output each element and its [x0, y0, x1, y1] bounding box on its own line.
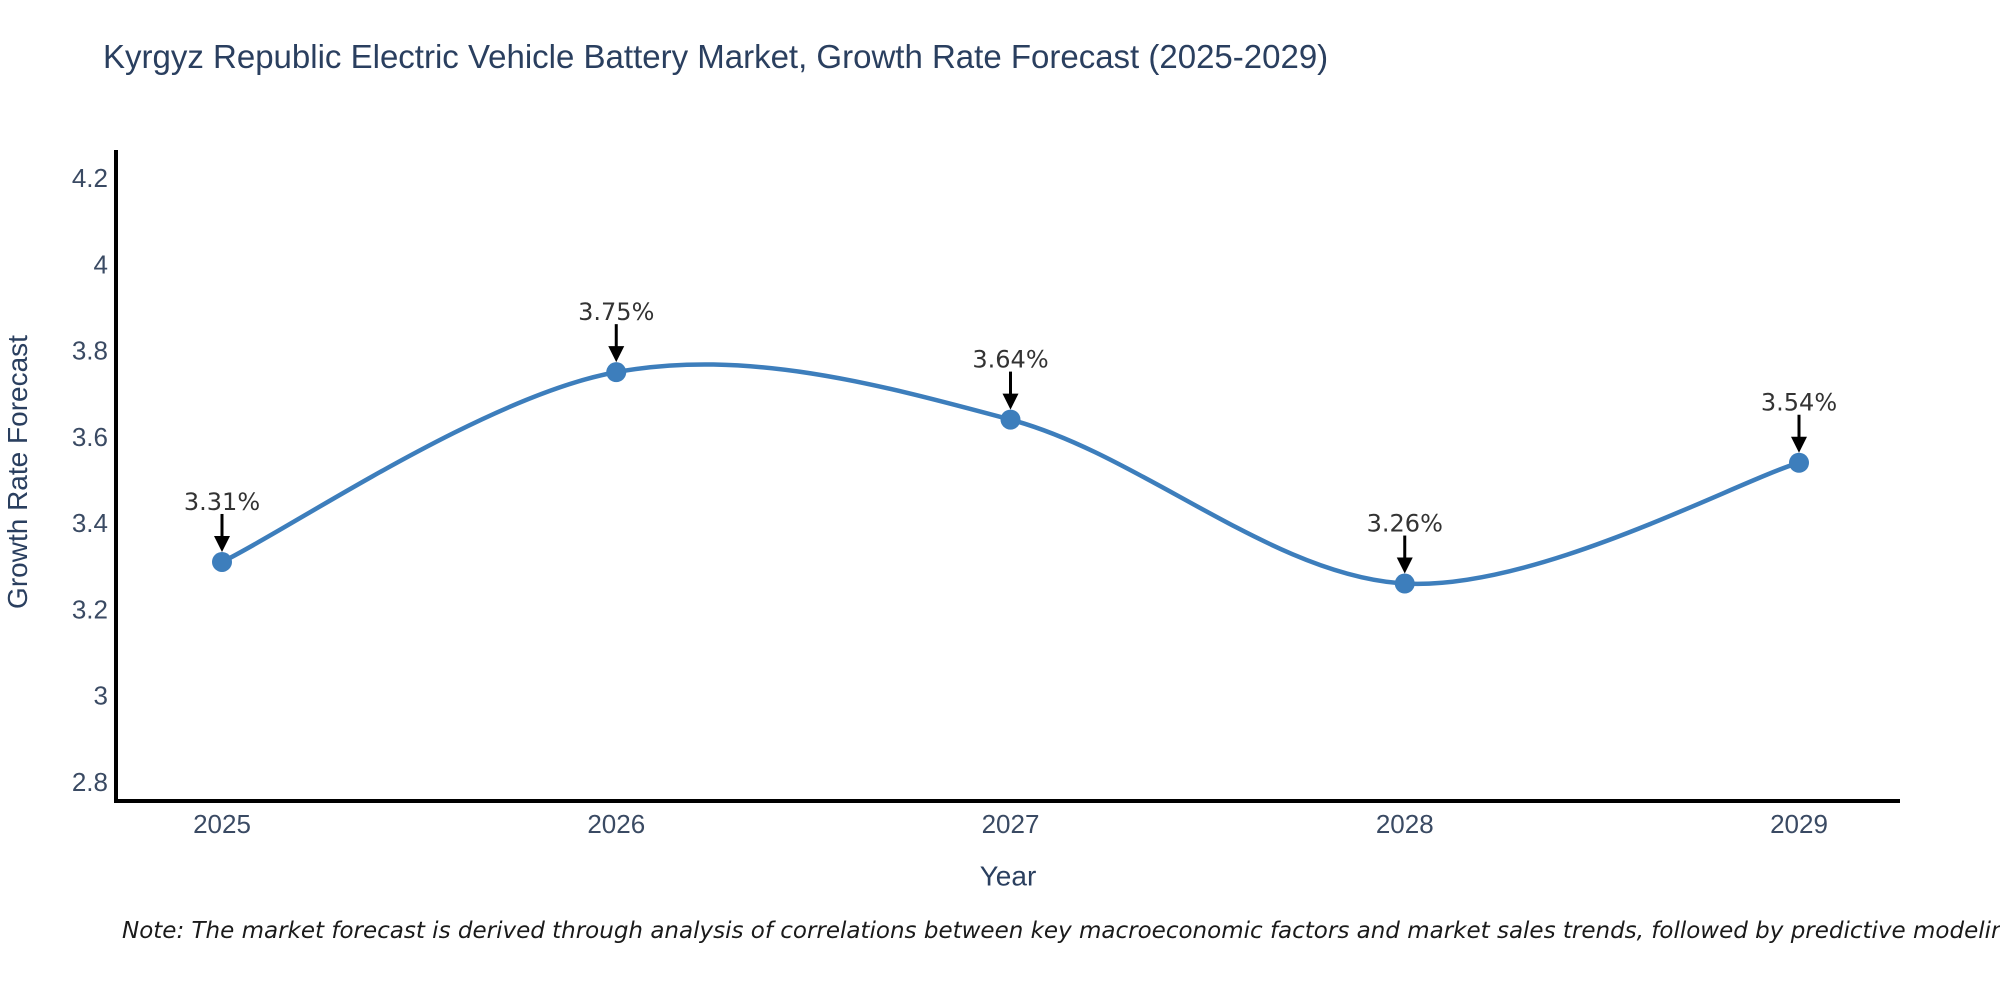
annotation-arrow-head [1002, 393, 1019, 410]
footnote-text: Note: The market forecast is derived thr… [122, 918, 2000, 944]
annotation-arrow-head [608, 346, 625, 363]
y-axis-title: Growth Rate Forecast [2, 335, 33, 609]
x-tick-label: 2026 [587, 809, 645, 839]
data-point-marker[interactable] [1394, 573, 1415, 594]
y-tick-label: 4.2 [72, 163, 108, 193]
x-tick-label: 2027 [982, 809, 1040, 839]
x-tick-label: 2028 [1376, 809, 1434, 839]
data-point-marker[interactable] [606, 362, 627, 383]
y-tick-label: 3.6 [72, 422, 108, 452]
y-tick-label: 2.8 [72, 767, 108, 797]
data-point-marker[interactable] [212, 551, 232, 572]
data-point-label: 3.75% [578, 298, 654, 326]
y-tick-label: 4 [94, 249, 108, 279]
annotation-arrow-head [1791, 436, 1807, 453]
x-axis-title: Year [980, 861, 1037, 892]
data-point-label: 3.54% [1761, 389, 1837, 417]
y-tick-label: 3 [94, 681, 108, 711]
x-tick-label: 2025 [193, 809, 251, 839]
x-tick-label: 2029 [1770, 809, 1828, 839]
data-point-label: 3.64% [972, 346, 1048, 374]
y-tick-label: 3.8 [72, 336, 108, 366]
annotation-arrow-head [1396, 557, 1413, 574]
annotation-arrow-head [214, 535, 230, 552]
data-point-label: 3.31% [184, 488, 260, 516]
data-point-marker[interactable] [1000, 409, 1021, 430]
y-tick-label: 3.2 [72, 594, 108, 624]
y-tick-label: 3.4 [72, 508, 108, 538]
chart-title: Kyrgyz Republic Electric Vehicle Battery… [103, 38, 1329, 75]
data-point-marker[interactable] [1789, 452, 1809, 473]
data-point-label: 3.26% [1367, 510, 1443, 538]
